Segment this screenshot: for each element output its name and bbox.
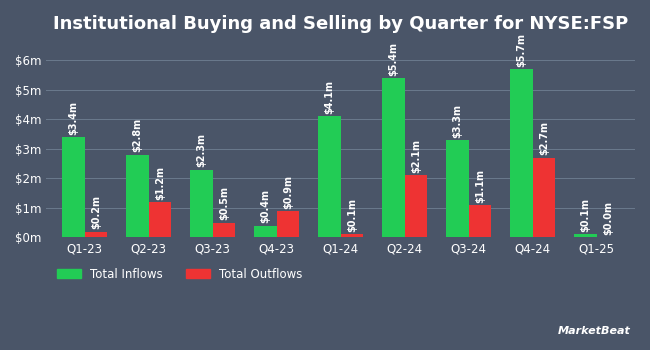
Title: Institutional Buying and Selling by Quarter for NYSE:FSP: Institutional Buying and Selling by Quar… — [53, 15, 629, 33]
Text: $5.7m: $5.7m — [517, 33, 526, 67]
Text: $3.3m: $3.3m — [452, 104, 462, 138]
Bar — [277, 211, 299, 237]
Text: $2.7m: $2.7m — [539, 121, 549, 155]
Bar — [254, 226, 277, 237]
Bar — [62, 137, 84, 237]
Text: $3.4m: $3.4m — [68, 101, 79, 135]
Text: $2.3m: $2.3m — [196, 133, 207, 167]
Bar — [405, 175, 427, 237]
Text: $0.1m: $0.1m — [580, 198, 590, 232]
Text: $4.1m: $4.1m — [324, 80, 335, 114]
Text: $0.0m: $0.0m — [603, 201, 613, 235]
Text: $1.2m: $1.2m — [155, 166, 165, 200]
Text: $0.9m: $0.9m — [283, 175, 293, 209]
Text: $0.2m: $0.2m — [91, 195, 101, 229]
Bar — [382, 78, 405, 237]
Bar — [469, 205, 491, 237]
Bar — [190, 170, 213, 237]
Text: $1.1m: $1.1m — [475, 169, 485, 203]
Text: $0.5m: $0.5m — [219, 186, 229, 220]
Bar — [318, 117, 341, 237]
Bar — [532, 158, 555, 237]
Text: $2.8m: $2.8m — [133, 118, 142, 153]
Text: $5.4m: $5.4m — [389, 42, 398, 76]
Text: $0.1m: $0.1m — [347, 198, 357, 232]
Bar — [149, 202, 171, 237]
Bar — [510, 69, 532, 237]
Bar — [447, 140, 469, 237]
Bar — [213, 223, 235, 237]
Bar — [126, 155, 149, 237]
Legend: Total Inflows, Total Outflows: Total Inflows, Total Outflows — [52, 263, 307, 285]
Bar — [84, 232, 107, 237]
Bar — [341, 234, 363, 237]
Bar — [574, 234, 597, 237]
Text: $0.4m: $0.4m — [261, 189, 270, 223]
Text: MarketBeat: MarketBeat — [558, 326, 630, 336]
Text: $2.1m: $2.1m — [411, 139, 421, 173]
